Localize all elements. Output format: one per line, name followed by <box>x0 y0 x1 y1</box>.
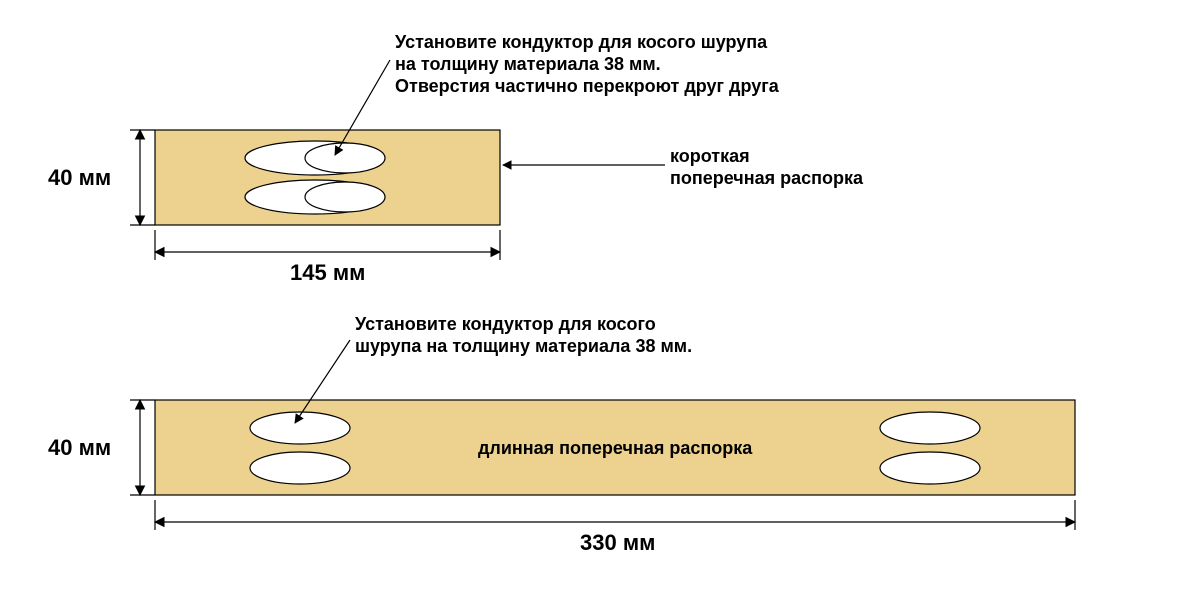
bottom-dim-width: 330 мм <box>155 500 1075 555</box>
top-right-line-1: короткая <box>670 146 750 166</box>
bottom-dim-width-label: 330 мм <box>580 530 655 555</box>
top-annotation-line-2: на толщину материала 38 мм. <box>395 54 661 74</box>
bottom-annotation-line-1: Установите кондуктор для косого <box>355 314 656 334</box>
bottom-dim-height-label: 40 мм <box>48 435 111 460</box>
top-annotation-line-1: Установите кондуктор для косого шурупа <box>395 32 768 52</box>
top-right-line-2: поперечная распорка <box>670 168 864 188</box>
diagram-svg: 40 мм 145 мм Установите кондуктор для ко… <box>0 0 1200 614</box>
top-dim-width: 145 мм <box>155 230 500 285</box>
top-annotation-right: короткая поперечная распорка <box>503 146 864 188</box>
bottom-dim-height: 40 мм <box>48 400 155 495</box>
top-dim-height: 40 мм <box>48 130 155 225</box>
bottom-annotation-line-2: шурупа на толщину материала 38 мм. <box>355 336 692 356</box>
top-annotation-line-3: Отверстия частично перекроют друг друга <box>395 76 780 96</box>
bottom-center-label: длинная поперечная распорка <box>478 438 753 458</box>
top-dim-width-label: 145 мм <box>290 260 365 285</box>
top-dim-height-label: 40 мм <box>48 165 111 190</box>
